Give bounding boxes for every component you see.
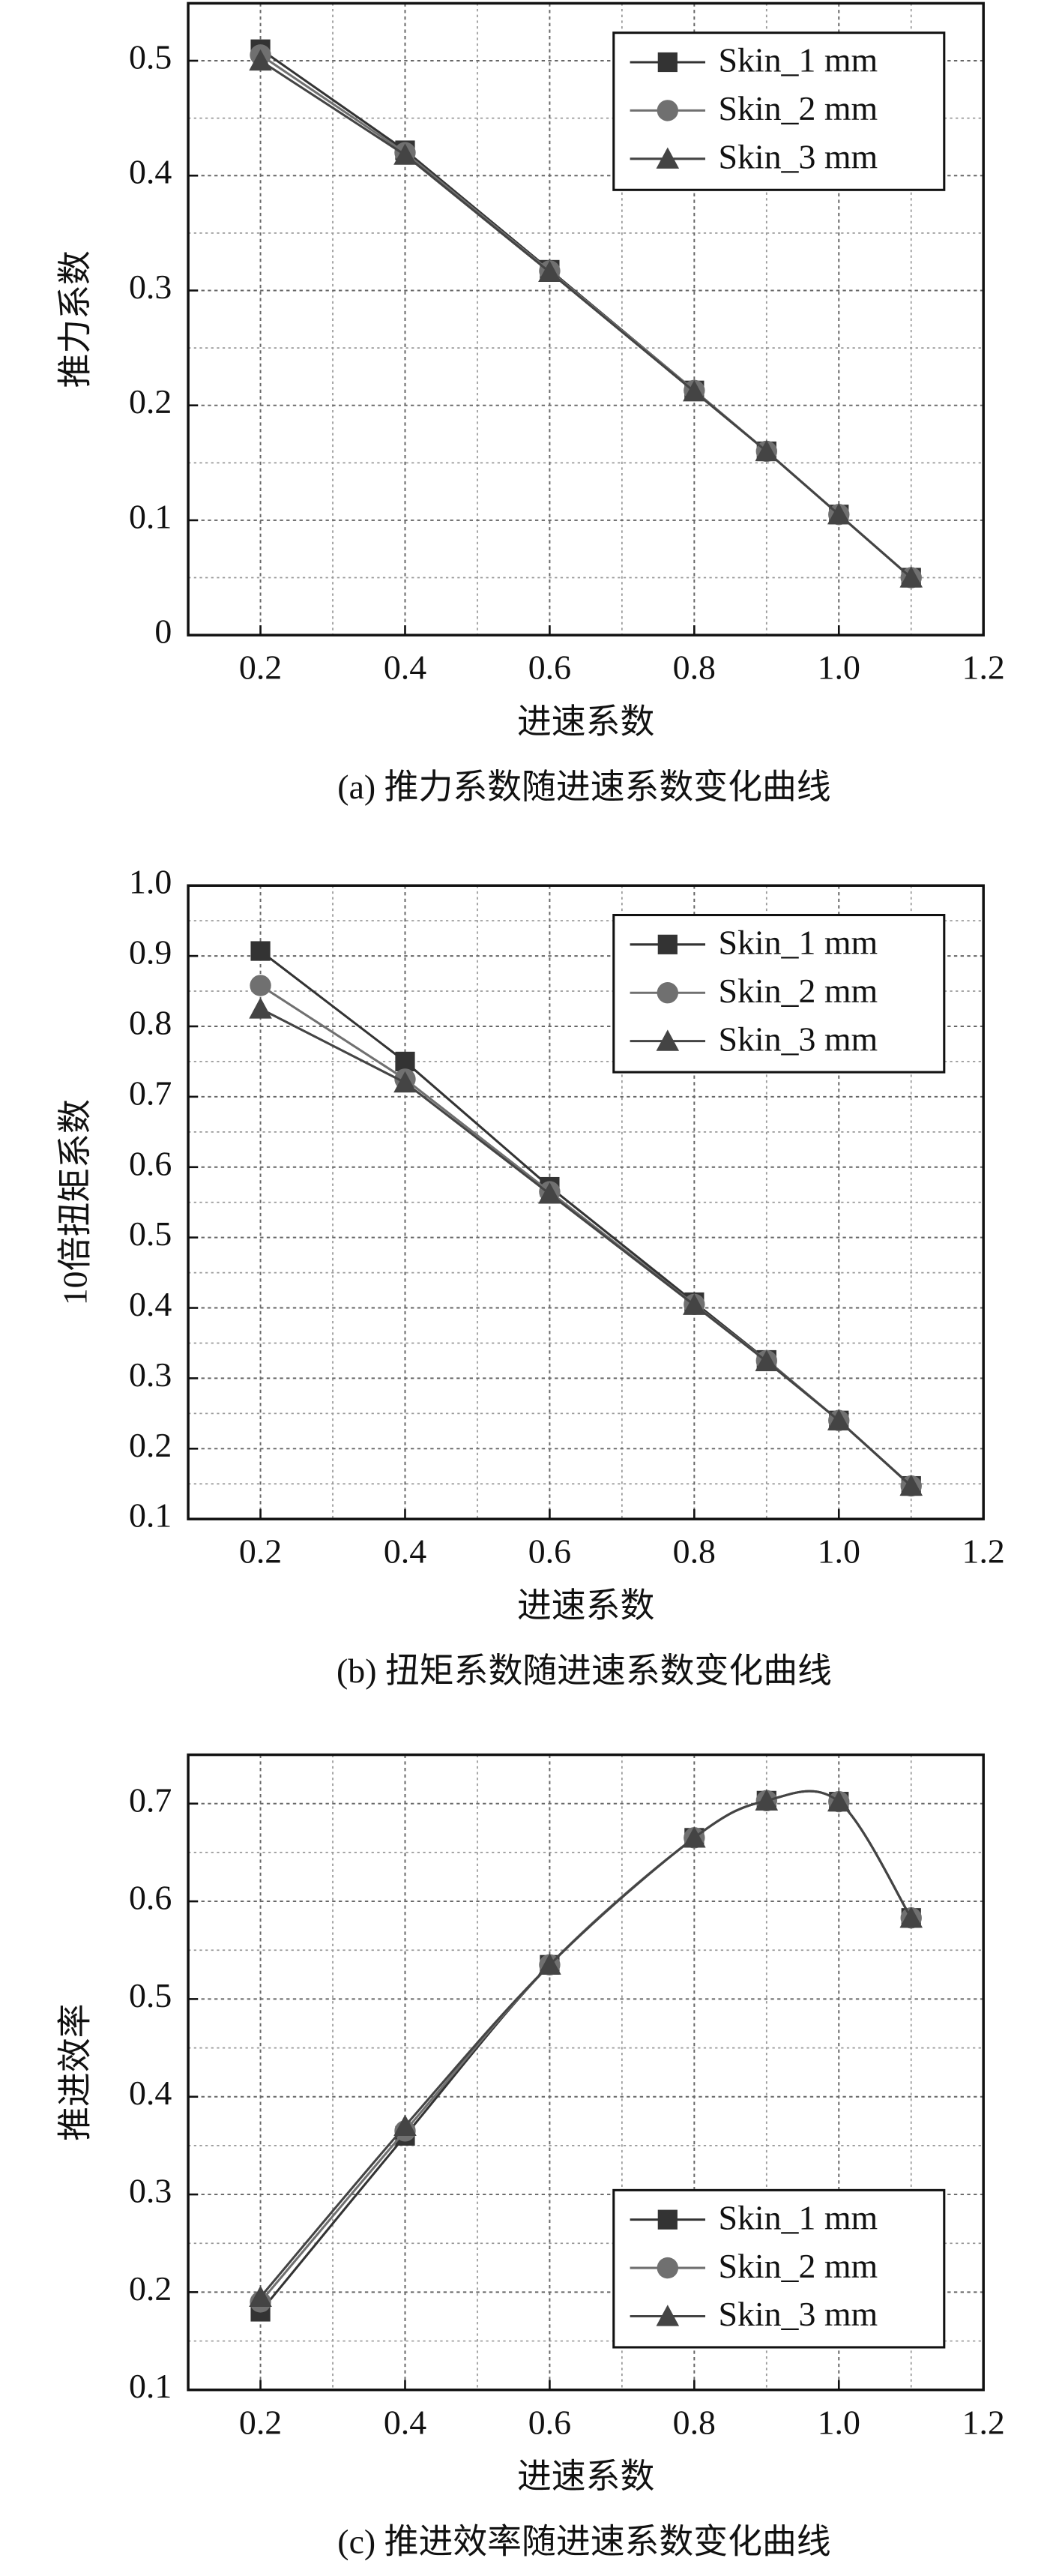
caption: (b) 扭矩系数随进速系数变化曲线 bbox=[337, 1652, 832, 1690]
marker bbox=[393, 1071, 417, 1093]
y-tick-label: 0.1 bbox=[129, 497, 172, 535]
y-axis-label: 10倍扭矩系数 bbox=[55, 1099, 94, 1305]
marker bbox=[250, 941, 271, 961]
y-tick-label: 0.4 bbox=[129, 153, 172, 191]
series-line bbox=[259, 1008, 912, 1487]
legend-marker bbox=[657, 934, 678, 954]
x-tick-label: 0.2 bbox=[239, 648, 282, 687]
marker bbox=[683, 1826, 706, 1848]
x-tick-label: 0.2 bbox=[239, 2403, 282, 2441]
x-tick-label: 1.0 bbox=[818, 1532, 860, 1571]
y-tick-label: 0.5 bbox=[129, 1215, 172, 1253]
x-tick-label: 0.4 bbox=[384, 1532, 426, 1571]
y-tick-label: 0.6 bbox=[129, 1144, 172, 1182]
x-tick-label: 0.6 bbox=[528, 1532, 571, 1571]
x-tick-label: 0.8 bbox=[673, 1532, 716, 1571]
marker bbox=[827, 1409, 851, 1430]
marker bbox=[827, 502, 851, 525]
legend-label: Skin_2 mm bbox=[718, 89, 878, 127]
x-tick-label: 0.8 bbox=[673, 2403, 716, 2441]
y-tick-label: 0.5 bbox=[129, 38, 172, 76]
plot-frame bbox=[187, 1753, 985, 2392]
legend-label: Skin_3 mm bbox=[718, 138, 878, 176]
marker bbox=[755, 1789, 779, 1811]
y-tick-label: 0.6 bbox=[129, 1879, 172, 1917]
y-axis-label: 推进效率 bbox=[55, 2003, 94, 2140]
x-tick-label: 0.6 bbox=[528, 2403, 571, 2441]
y-tick-label: 0.4 bbox=[129, 2074, 172, 2112]
x-tick-label: 1.0 bbox=[818, 2403, 860, 2441]
legend-marker bbox=[656, 147, 680, 169]
marker bbox=[249, 2285, 272, 2308]
legend-marker bbox=[656, 2305, 680, 2326]
y-tick-label: 0.8 bbox=[129, 1004, 172, 1042]
marker bbox=[899, 566, 923, 588]
caption: (a) 推力系数随进速系数变化曲线 bbox=[337, 768, 830, 806]
y-tick-label: 0.3 bbox=[129, 268, 172, 306]
marker bbox=[393, 143, 417, 165]
y-tick-label: 0.1 bbox=[129, 2367, 172, 2405]
y-tick-label: 0.9 bbox=[129, 933, 172, 972]
x-tick-label: 1.2 bbox=[962, 648, 1005, 687]
marker bbox=[538, 1182, 561, 1204]
y-tick-label: 0.1 bbox=[129, 1496, 172, 1535]
marker bbox=[249, 997, 272, 1019]
x-tick-label: 1.2 bbox=[962, 1532, 1005, 1571]
y-tick-label: 0.3 bbox=[129, 2172, 172, 2210]
y-tick-label: 0.2 bbox=[129, 2269, 172, 2308]
marker bbox=[899, 1906, 923, 1928]
x-axis-label: 进速系数 bbox=[517, 1586, 654, 1625]
y-tick-label: 1.0 bbox=[129, 863, 172, 901]
y-tick-label: 0.3 bbox=[129, 1355, 172, 1394]
legend-marker bbox=[657, 52, 678, 73]
y-tick-label: 0.7 bbox=[129, 1074, 172, 1112]
y-tick-label: 0.5 bbox=[129, 1976, 172, 2014]
x-axis-label: 进速系数 bbox=[517, 2457, 654, 2495]
legend-label: Skin_1 mm bbox=[718, 2198, 878, 2236]
x-tick-label: 0.4 bbox=[384, 648, 426, 687]
marker bbox=[393, 2114, 417, 2136]
legend-marker bbox=[657, 982, 679, 1004]
x-axis-label: 进速系数 bbox=[517, 702, 654, 741]
y-tick-label: 0.2 bbox=[129, 1426, 172, 1464]
y-tick-label: 0.2 bbox=[129, 382, 172, 421]
x-tick-label: 1.2 bbox=[962, 2403, 1005, 2441]
y-axis-label: 推力系数 bbox=[55, 250, 94, 388]
legend-label: Skin_3 mm bbox=[718, 2295, 878, 2333]
marker bbox=[683, 380, 706, 402]
legend-marker bbox=[657, 2209, 678, 2230]
marker bbox=[395, 1051, 415, 1072]
marker bbox=[683, 1293, 706, 1315]
y-tick-label: 0 bbox=[154, 613, 172, 651]
legend-marker bbox=[656, 1029, 680, 1051]
y-tick-label: 0.7 bbox=[129, 1781, 172, 1819]
legend-label: Skin_3 mm bbox=[718, 1020, 878, 1058]
marker bbox=[538, 1953, 561, 1975]
plot-frame bbox=[187, 1, 985, 637]
marker bbox=[250, 975, 271, 996]
marker bbox=[538, 260, 561, 283]
legend-label: Skin_2 mm bbox=[718, 2247, 878, 2285]
marker bbox=[249, 49, 272, 71]
legend-marker bbox=[657, 2257, 679, 2279]
x-tick-label: 0.4 bbox=[384, 2403, 426, 2441]
marker bbox=[755, 439, 779, 462]
legend-marker bbox=[657, 100, 679, 121]
plot-frame bbox=[187, 884, 985, 1520]
x-tick-label: 0.6 bbox=[528, 648, 571, 687]
marker bbox=[755, 1349, 779, 1371]
marker bbox=[899, 1474, 923, 1496]
x-tick-label: 1.0 bbox=[818, 648, 860, 687]
legend-label: Skin_1 mm bbox=[718, 924, 878, 962]
caption: (c) 推进效率随进速系数变化曲线 bbox=[337, 2523, 830, 2561]
marker bbox=[827, 1790, 851, 1812]
legend-label: Skin_2 mm bbox=[718, 972, 878, 1010]
legend-label: Skin_1 mm bbox=[718, 41, 878, 79]
y-tick-label: 0.4 bbox=[129, 1285, 172, 1323]
x-tick-label: 0.2 bbox=[239, 1532, 282, 1571]
x-tick-label: 0.8 bbox=[673, 648, 716, 687]
